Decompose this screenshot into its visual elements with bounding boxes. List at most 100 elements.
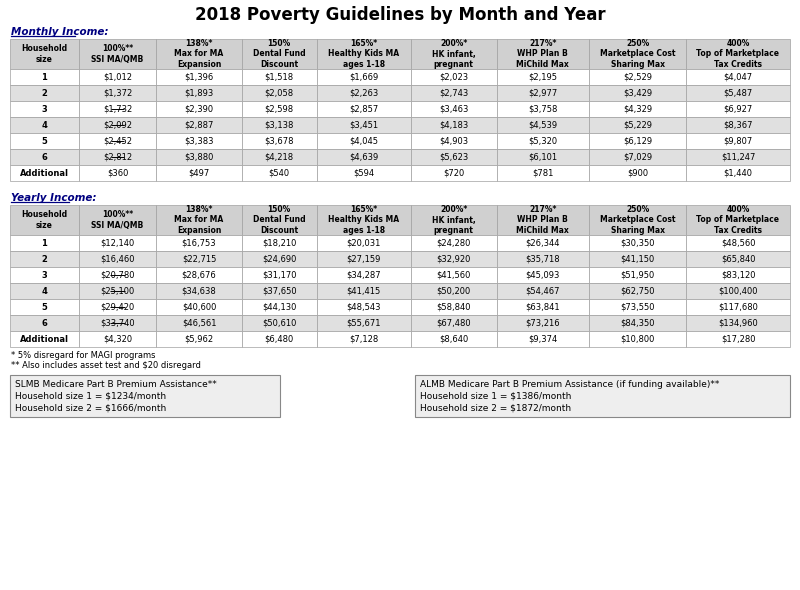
Text: $6,927: $6,927 (723, 104, 753, 113)
Bar (589, 69, 686, 85)
Text: $46,561: $46,561 (182, 319, 216, 327)
Text: $24,280: $24,280 (437, 238, 471, 247)
Text: $3,758: $3,758 (528, 104, 558, 113)
Bar (497, 149, 589, 165)
Bar (411, 235, 497, 251)
Text: 200%*
HK infant,
pregnant: 200%* HK infant, pregnant (432, 205, 476, 235)
Bar (411, 267, 497, 283)
Bar (686, 251, 790, 267)
Bar (242, 331, 317, 347)
Bar (415, 375, 790, 417)
Text: 150%
Dental Fund
Discount: 150% Dental Fund Discount (253, 205, 306, 235)
Bar (411, 101, 497, 117)
Text: $134,960: $134,960 (718, 319, 758, 327)
Text: $1,893: $1,893 (185, 88, 214, 97)
Text: $3,880: $3,880 (184, 152, 214, 162)
Text: $4,539: $4,539 (528, 120, 558, 129)
Text: 217%*
WHP Plan B
MiChild Max: 217%* WHP Plan B MiChild Max (517, 39, 569, 69)
Bar (78, 299, 156, 315)
Text: $30,350: $30,350 (620, 238, 654, 247)
Bar (686, 101, 790, 117)
Bar (78, 267, 156, 283)
Text: Additional: Additional (20, 169, 69, 178)
Bar (317, 39, 411, 69)
Text: $33,740: $33,740 (100, 319, 135, 327)
Text: $3,429: $3,429 (623, 88, 652, 97)
Text: 217%*
WHP Plan B
MiChild Max: 217%* WHP Plan B MiChild Max (517, 205, 569, 235)
Text: $10,800: $10,800 (620, 335, 654, 343)
Text: $40,600: $40,600 (182, 303, 216, 312)
Text: $4,903: $4,903 (439, 136, 468, 146)
Text: $2,023: $2,023 (439, 73, 468, 81)
Bar (497, 315, 589, 331)
Bar (10, 133, 78, 149)
Bar (156, 101, 242, 117)
Bar (589, 267, 686, 283)
Text: $8,640: $8,640 (439, 335, 468, 343)
Text: $2,887: $2,887 (184, 120, 214, 129)
Bar (497, 283, 589, 299)
Text: ** Also includes asset test and $20 disregard: ** Also includes asset test and $20 disr… (11, 361, 201, 370)
Text: $1,372: $1,372 (103, 88, 132, 97)
Text: $2,857: $2,857 (350, 104, 378, 113)
Text: $2,452: $2,452 (103, 136, 132, 146)
Bar (242, 101, 317, 117)
Text: $55,671: $55,671 (346, 319, 381, 327)
Bar (78, 315, 156, 331)
Text: $73,550: $73,550 (620, 303, 654, 312)
Bar (411, 85, 497, 101)
Bar (156, 39, 242, 69)
Text: 5: 5 (42, 303, 47, 312)
Bar (497, 39, 589, 69)
Bar (78, 205, 156, 235)
Bar (78, 149, 156, 165)
Bar (78, 117, 156, 133)
Text: $7,128: $7,128 (350, 335, 378, 343)
Text: 1: 1 (42, 73, 47, 81)
Bar (589, 39, 686, 69)
Bar (156, 69, 242, 85)
Bar (686, 149, 790, 165)
Text: $35,718: $35,718 (526, 254, 560, 264)
Bar (686, 85, 790, 101)
Text: $41,560: $41,560 (437, 270, 471, 280)
Text: $84,350: $84,350 (620, 319, 654, 327)
Bar (497, 165, 589, 181)
Text: ALMB Medicare Part B Premium Assistance (if funding available)**: ALMB Medicare Part B Premium Assistance … (420, 380, 719, 389)
Text: $1,732: $1,732 (103, 104, 132, 113)
Bar (686, 267, 790, 283)
Text: $5,229: $5,229 (623, 120, 652, 129)
Bar (317, 85, 411, 101)
Bar (242, 283, 317, 299)
Text: 2: 2 (42, 88, 47, 97)
Text: * 5% disregard for MAGI programs: * 5% disregard for MAGI programs (11, 351, 155, 360)
Bar (156, 133, 242, 149)
Bar (10, 235, 78, 251)
Bar (411, 299, 497, 315)
Bar (589, 149, 686, 165)
Bar (10, 331, 78, 347)
Text: 100%**
SSI MA/QMB: 100%** SSI MA/QMB (91, 210, 144, 230)
Text: $2,598: $2,598 (265, 104, 294, 113)
Text: $63,841: $63,841 (526, 303, 560, 312)
Bar (156, 267, 242, 283)
Text: Household
size: Household size (22, 210, 67, 230)
Bar (411, 133, 497, 149)
Bar (10, 267, 78, 283)
Bar (242, 205, 317, 235)
Text: $3,678: $3,678 (265, 136, 294, 146)
Text: $594: $594 (354, 169, 374, 178)
Text: $20,780: $20,780 (100, 270, 134, 280)
Text: Household size 2 = $1872/month: Household size 2 = $1872/month (420, 404, 571, 413)
Bar (156, 165, 242, 181)
Text: $41,150: $41,150 (621, 254, 654, 264)
Text: 138%*
Max for MA
Expansion: 138%* Max for MA Expansion (174, 205, 224, 235)
Text: $44,130: $44,130 (262, 303, 297, 312)
Text: $58,840: $58,840 (437, 303, 471, 312)
Bar (497, 235, 589, 251)
Bar (78, 251, 156, 267)
Text: $4,183: $4,183 (439, 120, 468, 129)
Bar (317, 117, 411, 133)
Bar (317, 149, 411, 165)
Text: $7,029: $7,029 (623, 152, 652, 162)
